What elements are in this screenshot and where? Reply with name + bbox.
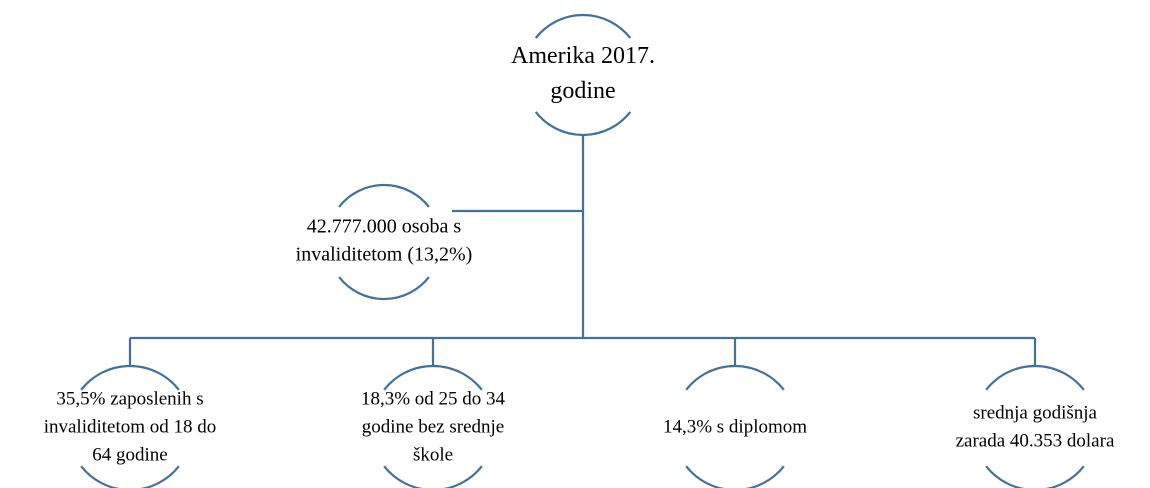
connectors (128, 136, 1037, 366)
node-label: škole (413, 444, 453, 465)
node-arc-top (383, 364, 483, 391)
node-label: 42.777.000 osoba s (307, 216, 462, 238)
node-arc-top (985, 364, 1085, 391)
node-arc-top (534, 13, 632, 39)
node-label: 35,5% zaposlenih s (56, 388, 203, 409)
node-arc-top (80, 364, 180, 391)
node-label: 14,3% s diplomom (663, 416, 807, 437)
node-arc-bottom (383, 465, 483, 488)
node-arc-top (685, 364, 785, 391)
node-arc-bottom (80, 465, 180, 488)
node-label: godine (550, 78, 615, 104)
node-label: Amerika 2017. (511, 43, 655, 69)
node-label: srednja godišnja (973, 402, 1098, 423)
node-arc-bottom (985, 465, 1085, 488)
node-arc-top (338, 183, 430, 208)
node-label: 64 godine (92, 444, 167, 465)
node-label: zarada 40.353 dolara (956, 430, 1115, 451)
node-label: invaliditetom od 18 do (44, 416, 217, 437)
node-arc-bottom (685, 465, 785, 488)
node-label: godine bez srednje (362, 416, 504, 437)
node-label: invaliditetom (13,2%) (296, 244, 473, 266)
node-arc-bottom (534, 111, 632, 137)
node-label: 18,3% od 25 do 34 (361, 388, 506, 409)
node-arc-bottom (338, 276, 430, 301)
